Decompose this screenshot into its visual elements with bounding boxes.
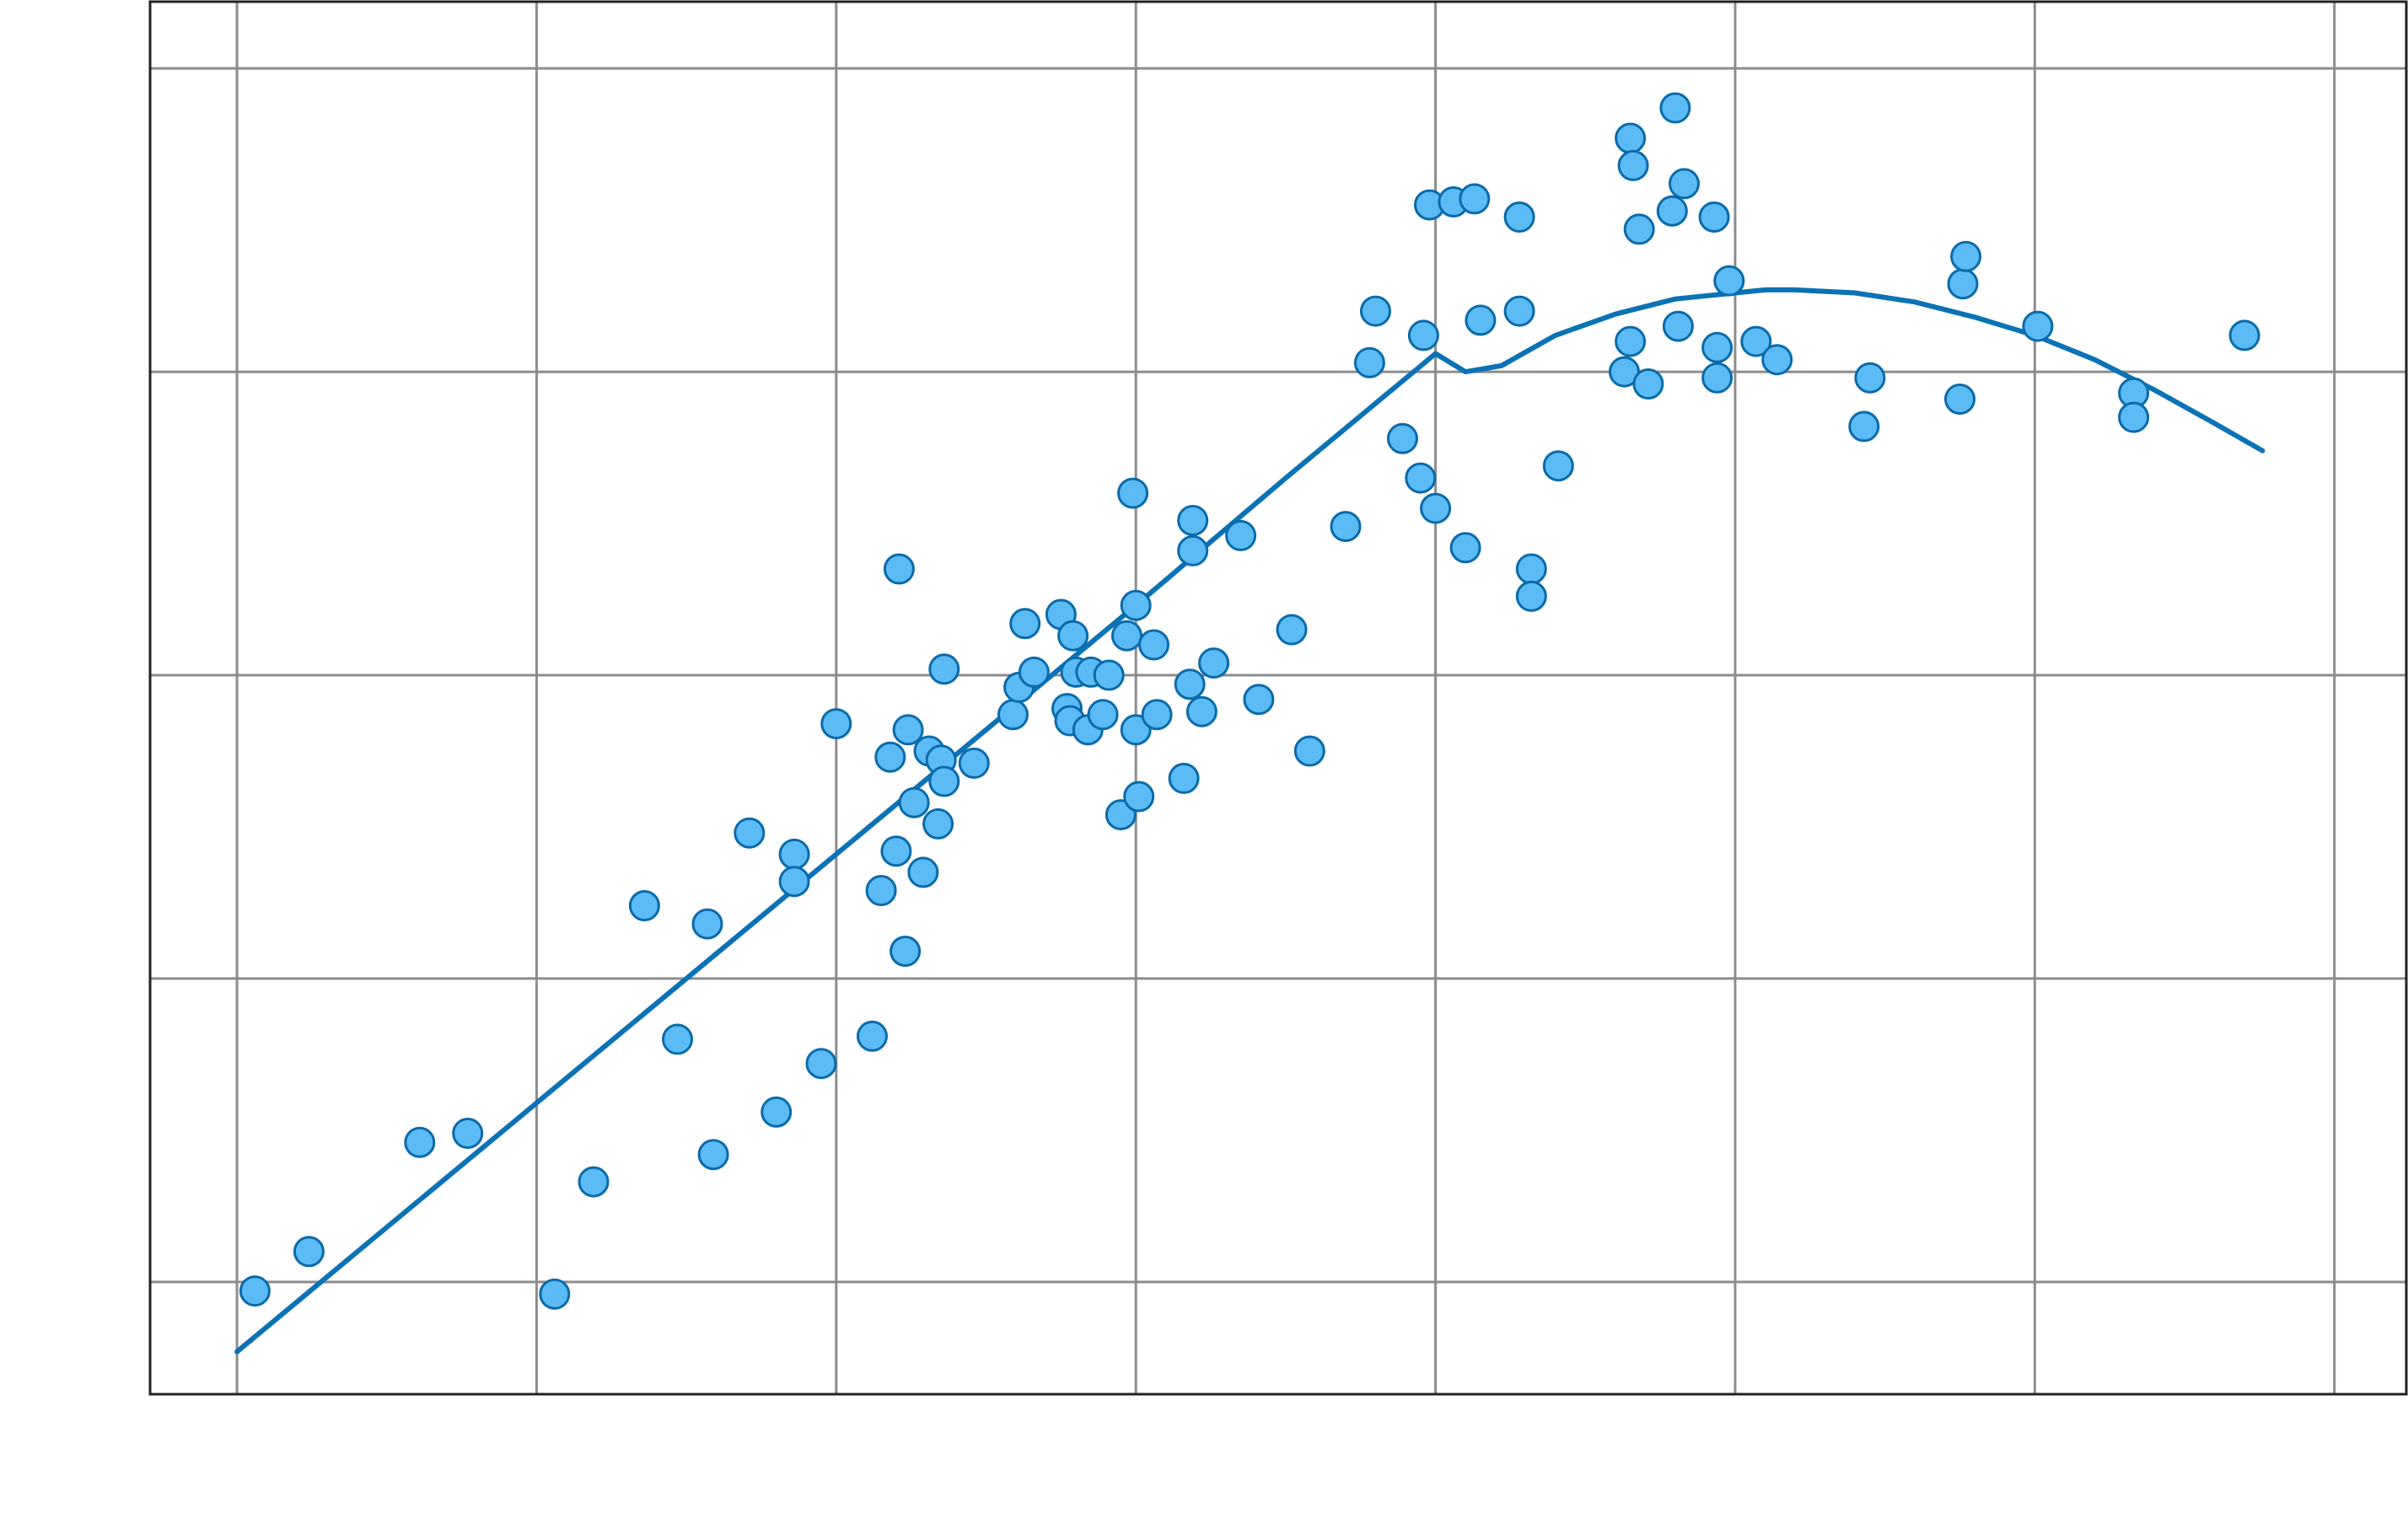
data-point-50 xyxy=(1138,629,1169,661)
data-point-14 xyxy=(805,1048,837,1080)
data-point-31 xyxy=(997,699,1029,731)
data-point-10 xyxy=(734,817,766,849)
data-point-9 xyxy=(697,1139,729,1171)
data-point-66 xyxy=(1405,462,1437,494)
data-point-90 xyxy=(1701,331,1733,363)
data-point-30 xyxy=(958,747,990,779)
data-point-85 xyxy=(1656,195,1688,227)
data-point-69 xyxy=(1420,492,1452,524)
data-point-62 xyxy=(1330,511,1362,543)
data-point-87 xyxy=(1662,310,1694,342)
data-point-102 xyxy=(2118,401,2150,433)
data-point-49 xyxy=(1123,781,1155,813)
data-point-81 xyxy=(1615,122,1647,154)
data-point-83 xyxy=(1623,213,1655,245)
data-point-28 xyxy=(928,653,960,685)
grid-lines xyxy=(150,2,2406,1394)
data-points xyxy=(239,92,2260,1310)
data-point-53 xyxy=(1174,668,1206,700)
data-point-0 xyxy=(239,1275,271,1307)
data-point-2 xyxy=(404,1126,436,1158)
data-point-64 xyxy=(1360,295,1391,327)
data-point-97 xyxy=(1944,384,1975,415)
data-point-74 xyxy=(1503,201,1535,233)
data-point-58 xyxy=(1225,519,1257,551)
data-point-72 xyxy=(1459,183,1491,215)
data-point-82 xyxy=(1617,149,1649,181)
data-point-78 xyxy=(1542,450,1574,482)
data-point-26 xyxy=(922,808,954,840)
data-point-1 xyxy=(293,1236,325,1268)
data-point-98 xyxy=(1947,268,1979,300)
data-point-22 xyxy=(892,714,924,746)
data-point-61 xyxy=(1293,735,1325,767)
data-point-48 xyxy=(1120,714,1152,746)
data-point-20 xyxy=(883,553,915,585)
data-point-55 xyxy=(1177,505,1209,536)
data-point-45 xyxy=(1111,620,1142,652)
data-point-8 xyxy=(691,908,723,940)
data-point-67 xyxy=(1407,319,1439,351)
data-point-76 xyxy=(1515,553,1547,585)
data-point-21 xyxy=(890,936,922,967)
data-point-94 xyxy=(1761,344,1793,376)
data-point-38 xyxy=(1057,620,1089,652)
data-point-60 xyxy=(1276,614,1308,646)
data-point-63 xyxy=(1353,346,1385,378)
data-point-24 xyxy=(907,856,939,888)
data-point-42 xyxy=(1087,699,1119,731)
data-point-96 xyxy=(1854,362,1886,394)
data-point-17 xyxy=(865,875,897,906)
data-point-29 xyxy=(928,765,960,797)
data-point-89 xyxy=(1698,201,1730,233)
data-point-86 xyxy=(1659,92,1691,124)
data-point-33 xyxy=(1009,608,1041,640)
data-point-71 xyxy=(1449,532,1481,564)
data-point-12 xyxy=(778,838,810,870)
data-point-75 xyxy=(1503,295,1535,327)
data-point-84 xyxy=(1632,368,1664,400)
data-point-23 xyxy=(898,786,930,818)
data-point-80 xyxy=(1615,325,1647,357)
data-point-15 xyxy=(820,708,852,740)
data-point-54 xyxy=(1177,534,1209,566)
data-point-46 xyxy=(1117,477,1149,509)
data-point-77 xyxy=(1515,580,1547,612)
data-point-103 xyxy=(2228,319,2260,351)
data-point-99 xyxy=(1950,240,1982,272)
plot-frame xyxy=(148,0,2408,1396)
data-point-3 xyxy=(452,1118,484,1149)
data-point-95 xyxy=(1848,411,1880,443)
data-point-65 xyxy=(1387,422,1418,454)
data-point-93 xyxy=(1740,325,1772,357)
data-point-16 xyxy=(857,1020,888,1052)
data-point-7 xyxy=(662,1023,693,1055)
data-point-4 xyxy=(539,1278,571,1310)
data-point-56 xyxy=(1185,695,1217,727)
data-point-73 xyxy=(1465,304,1497,336)
data-point-59 xyxy=(1243,684,1275,716)
data-point-88 xyxy=(1669,168,1700,200)
data-point-57 xyxy=(1198,647,1230,679)
data-point-5 xyxy=(578,1166,610,1198)
data-point-51 xyxy=(1141,699,1173,731)
data-point-92 xyxy=(1713,265,1745,297)
data-point-52 xyxy=(1168,762,1200,794)
data-point-43 xyxy=(1093,659,1125,691)
data-point-91 xyxy=(1701,362,1733,394)
data-point-13 xyxy=(778,866,810,898)
data-point-11 xyxy=(761,1096,793,1128)
data-point-34 xyxy=(1018,656,1050,688)
data-point-18 xyxy=(874,741,906,773)
data-point-19 xyxy=(880,835,912,867)
data-point-47 xyxy=(1120,589,1152,621)
data-point-100 xyxy=(2022,310,2054,342)
data-point-6 xyxy=(628,890,660,921)
